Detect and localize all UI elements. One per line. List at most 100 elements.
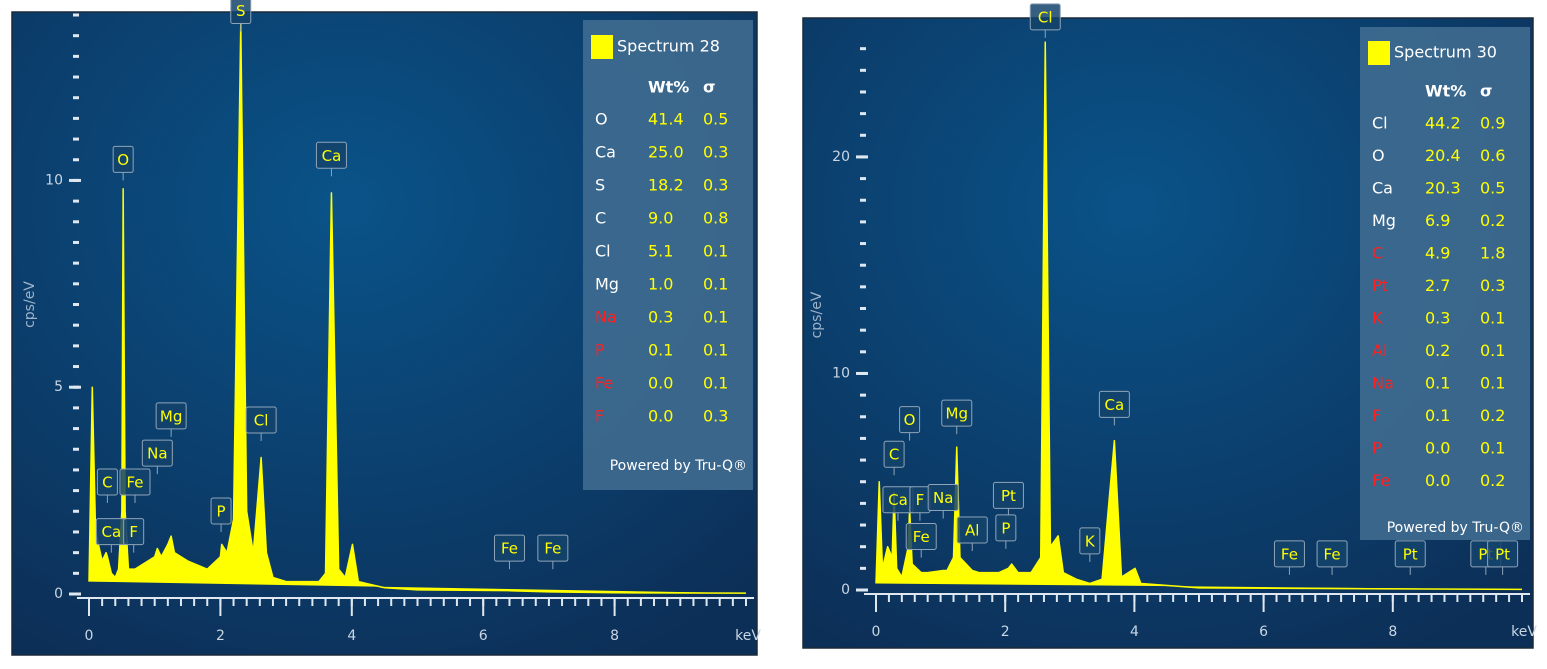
table-value: 0.3	[703, 407, 728, 426]
table-value: 0.8	[703, 209, 728, 228]
peak-label: O	[117, 151, 129, 169]
peak-box	[155, 402, 187, 430]
table-element: C	[595, 209, 606, 228]
legend-box	[1360, 27, 1530, 540]
table-element: C	[1372, 244, 1383, 263]
x-tick-label: 4	[1130, 624, 1139, 640]
peak-box	[995, 514, 1017, 542]
table-value: 0.0	[1425, 471, 1450, 490]
table-value: 0.3	[703, 143, 728, 162]
peak-box	[905, 523, 937, 551]
spectrum	[88, 22, 747, 594]
y-tick-label: 20	[832, 149, 850, 165]
table-element: O	[1372, 146, 1385, 165]
peak-label: Fe	[1281, 545, 1298, 563]
table-value: 0.1	[703, 308, 728, 327]
peak-box	[230, 0, 252, 25]
peak-label: Pt	[1403, 545, 1418, 563]
peak-box	[123, 518, 145, 546]
peak-label: Fe	[544, 540, 561, 558]
peak-box	[210, 497, 232, 525]
legend-box	[583, 20, 753, 490]
peak-label: Fe	[126, 474, 143, 492]
table-value: 20.4	[1425, 146, 1461, 165]
table-value: 0.1	[1480, 341, 1505, 360]
peak-label: Na	[933, 489, 953, 507]
peak-box	[1098, 390, 1130, 418]
peak-box	[119, 468, 151, 496]
table-element: K	[1372, 309, 1383, 328]
peak-box	[315, 141, 347, 169]
peak-box	[883, 440, 905, 468]
table-element: Cl	[595, 242, 611, 261]
peak-label: P	[217, 502, 226, 520]
peak-box	[941, 399, 973, 427]
peak-label: K	[1085, 532, 1096, 550]
legend-swatch	[591, 35, 613, 59]
x-tick-label: 0	[872, 624, 881, 640]
peak-label: F	[129, 523, 138, 541]
table-element: Cl	[1372, 114, 1388, 133]
peak-label: Na	[147, 445, 167, 463]
table-value: 25.0	[648, 143, 684, 162]
table-value: 1.8	[1480, 244, 1505, 263]
x-tick-label: 6	[1259, 624, 1268, 640]
peak-box	[1487, 540, 1519, 568]
table-value: 18.2	[648, 176, 684, 195]
legend-swatch	[1368, 41, 1390, 65]
table-value: 4.9	[1425, 244, 1450, 263]
table-value: 6.9	[1425, 211, 1450, 230]
peak-box	[245, 406, 277, 434]
legend-title: Spectrum 28	[617, 37, 720, 56]
y-tick-label: 0	[54, 586, 63, 602]
peak-label: Ca	[102, 523, 122, 541]
peak-label: S	[236, 2, 246, 20]
peak-box	[927, 484, 959, 512]
table-value: 0.2	[1480, 471, 1505, 490]
table-element: Na	[595, 308, 617, 327]
y-tick-label: 10	[832, 365, 850, 381]
table-value: 20.3	[1425, 179, 1461, 198]
table-value: 0.5	[1480, 179, 1505, 198]
table-element: Ca	[595, 143, 616, 162]
table-value: 0.3	[703, 176, 728, 195]
peak-label: Fe	[501, 540, 518, 558]
peak-label: O	[904, 411, 916, 429]
x-tick-label: 6	[479, 628, 488, 644]
table-value: 0.6	[1480, 146, 1505, 165]
peak-label: Cl	[1038, 8, 1053, 26]
table-element: O	[595, 110, 608, 129]
peak-label: Ca	[888, 491, 908, 509]
peak-box	[956, 516, 988, 544]
peak-box	[992, 481, 1024, 509]
peak-box	[112, 145, 134, 173]
y-tick-label: 10	[45, 172, 63, 188]
table-value: 44.2	[1425, 114, 1461, 133]
table-element: Fe	[595, 374, 613, 393]
table-value: 0.1	[1480, 309, 1505, 328]
legend-footer: Powered by Tru-Q®	[1387, 520, 1524, 536]
peak-label: Pt	[1495, 545, 1510, 563]
peak-label: P	[1001, 519, 1010, 537]
peak-box	[1394, 540, 1426, 568]
table-element: Al	[1372, 341, 1387, 360]
peak-label: Fe	[1324, 545, 1341, 563]
peak-label: Cl	[254, 411, 269, 429]
x-tick-label: 2	[216, 628, 225, 644]
peak-box	[1029, 3, 1061, 31]
y-tick-label: 5	[54, 379, 63, 395]
peak-box	[1273, 540, 1305, 568]
table-value: 0.5	[703, 110, 728, 129]
peak-label: C	[889, 446, 899, 464]
table-element: P	[1372, 439, 1382, 458]
table-element: P	[595, 341, 605, 360]
table-value: 0.0	[648, 374, 673, 393]
legend-title: Spectrum 30	[1394, 43, 1497, 62]
table-value: 0.1	[703, 242, 728, 261]
peak-label: F	[916, 491, 925, 509]
table-value: 0.3	[1480, 276, 1505, 295]
table-value: 0.0	[1425, 439, 1450, 458]
legend-footer: Powered by Tru-Q®	[610, 458, 747, 474]
table-value: 2.7	[1425, 276, 1450, 295]
table-header: Wt%	[648, 78, 689, 97]
